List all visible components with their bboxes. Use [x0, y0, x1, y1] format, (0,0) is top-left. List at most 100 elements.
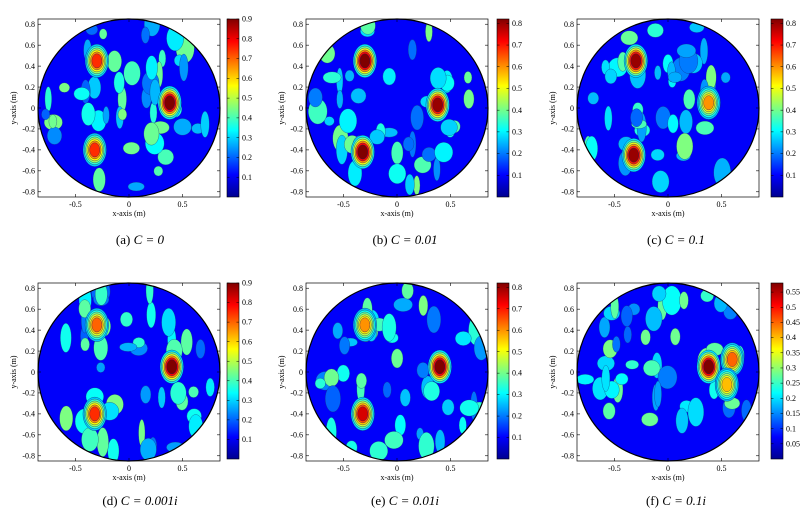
colorbar-tick-label: 0.6: [242, 74, 252, 83]
peak-1: [84, 43, 109, 78]
colorbar-tick-label: 0.5: [786, 84, 796, 93]
y-tick-label: 0.6: [293, 305, 303, 314]
x-tick-label: 0.5: [446, 464, 456, 473]
y-tick-label: -0.8: [22, 188, 35, 197]
peak-3: [350, 396, 375, 431]
peak-1: [696, 349, 721, 384]
colorbar-tick-label: 0.45: [786, 318, 800, 327]
colorbar-tick-label: 0.2: [242, 153, 252, 162]
colorbar-tick-label: 0.5: [512, 84, 522, 93]
y-tick-label: 0.2: [293, 347, 303, 356]
colorbar-tick-label: 0.6: [242, 337, 252, 346]
y-tick-label: 0.4: [564, 326, 574, 335]
y-tick-label: 0.6: [25, 305, 35, 314]
colorbar: 0.8 0.7 0.6 0.5 0.4 0.3 0.2 0.1: [496, 282, 522, 460]
x-tick-label: -0.5: [608, 464, 621, 473]
caption-text: C = 0.1: [665, 232, 705, 247]
y-tick-label: -0.6: [561, 167, 574, 176]
colorbar-tick-label: 0.25: [786, 379, 800, 388]
y-tick-label: -0.2: [22, 389, 35, 398]
x-tick-label: -0.5: [337, 200, 350, 209]
y-tick-label: -0.2: [561, 125, 574, 134]
peak-3: [350, 135, 375, 169]
y-tick-label: -0.2: [290, 125, 303, 134]
y-tick-label: 0: [31, 104, 35, 113]
panel-e: 0.8 0.6 0.4 0.2 0 -0.2 -0.4 -0.6 -0.8 -0.5 0 0.5 x-a…: [277, 282, 522, 508]
colorbar-tick-label: 0.2: [512, 149, 522, 158]
y-tick-label: -0.2: [290, 389, 303, 398]
colorbar-tick-label: 0.1: [512, 433, 522, 442]
y-tick-label: 0: [570, 368, 574, 377]
colorbar-tick-label: 0.4: [512, 369, 522, 378]
colorbar-tick-label: 0.8: [512, 19, 522, 28]
peak-1: [84, 307, 109, 342]
y-tick-label: -0.6: [561, 431, 574, 440]
y-tick-label: 0.2: [25, 347, 35, 356]
colorbar-tick-label: 0.4: [786, 333, 796, 342]
x-tick-label: 0: [127, 200, 131, 209]
colorbar-tick-label: 0.8: [242, 298, 252, 307]
y-tick-label: 0: [31, 368, 35, 377]
y-tick-label: 0.6: [25, 41, 35, 50]
caption-label: (a): [116, 232, 134, 247]
colorbar-tick-label: 0.1: [512, 171, 522, 180]
panel-a: 0.8 0.6 0.4 0.2 0 -0.2 -0.4 -0.6 -0.8 -0.5 0 0.5 x-a…: [9, 15, 252, 247]
colorbar-tick-label: 0.1: [242, 173, 252, 182]
x-axis-label: x-axis (m): [380, 473, 413, 482]
y-tick-label: 0.4: [564, 62, 574, 71]
contour-field: [306, 19, 488, 197]
y-tick-label: -0.8: [290, 452, 303, 461]
y-tick-label: 0.8: [293, 20, 303, 29]
peak-3: [82, 396, 107, 431]
colorbar-tick-label: 0.4: [786, 106, 796, 115]
y-tick-label: -0.2: [561, 389, 574, 398]
colorbar-tick-label: 0.2: [512, 412, 522, 421]
panel-caption: (c) C = 0.1: [647, 232, 705, 247]
y-tick-label: 0.4: [293, 62, 303, 71]
peak-1: [352, 307, 377, 342]
peak-2: [159, 349, 184, 384]
x-tick-label: 0.5: [178, 464, 188, 473]
x-axis-label: x-axis (m): [380, 209, 413, 218]
x-tick-label: 0: [395, 200, 399, 209]
colorbar-tick-label: 0.8: [242, 34, 252, 43]
colorbar-tick-label: 0.7: [242, 318, 252, 327]
caption-label: (b): [372, 232, 390, 247]
panel-caption: (f) C = 0.1i: [646, 493, 706, 508]
contour-field: [306, 283, 488, 461]
y-tick-label: 0.2: [564, 347, 574, 356]
x-tick-label: 0.5: [178, 200, 188, 209]
colorbar-tick-label: 0.5: [786, 303, 796, 312]
y-tick-label: 0.4: [25, 62, 35, 71]
colorbar-tick-label: 0.1: [786, 424, 796, 433]
x-tick-label: -0.5: [69, 200, 82, 209]
caption-label: (f): [646, 493, 662, 508]
peak-2: [157, 85, 182, 120]
x-tick-label: -0.5: [608, 200, 621, 209]
y-tick-label: -0.8: [561, 452, 574, 461]
caption-label: (e): [371, 493, 389, 508]
peak-1: [623, 43, 648, 78]
panel-caption: (b) C = 0.01: [372, 232, 437, 247]
colorbar-tick-label: 0.7: [512, 304, 522, 313]
x-axis-label: x-axis (m): [651, 209, 684, 218]
colorbar-tick-label: 0.9: [242, 15, 252, 24]
y-axis-label: y-axis (m): [548, 355, 557, 388]
y-tick-label: 0: [570, 104, 574, 113]
colorbar-tick-label: 0.1: [786, 171, 796, 180]
colorbar-tick-label: 0.2: [786, 394, 796, 403]
y-tick-label: -0.6: [290, 431, 303, 440]
colorbar-tick-label: 0.8: [512, 283, 522, 292]
peak-3: [82, 132, 107, 167]
y-axis-label: y-axis (m): [9, 355, 18, 388]
colorbar-tick-label: 0.6: [512, 326, 522, 335]
colorbar-tick-label: 0.7: [512, 41, 522, 50]
peak-2: [427, 349, 452, 384]
x-tick-label: 0.5: [717, 464, 727, 473]
colorbar-tick-label: 0.6: [786, 62, 796, 71]
y-tick-label: 0.2: [564, 83, 574, 92]
colorbar-tick-label: 0.4: [242, 113, 252, 122]
colorbar-tick-label: 0.8: [786, 19, 796, 28]
y-tick-label: -0.6: [22, 431, 35, 440]
